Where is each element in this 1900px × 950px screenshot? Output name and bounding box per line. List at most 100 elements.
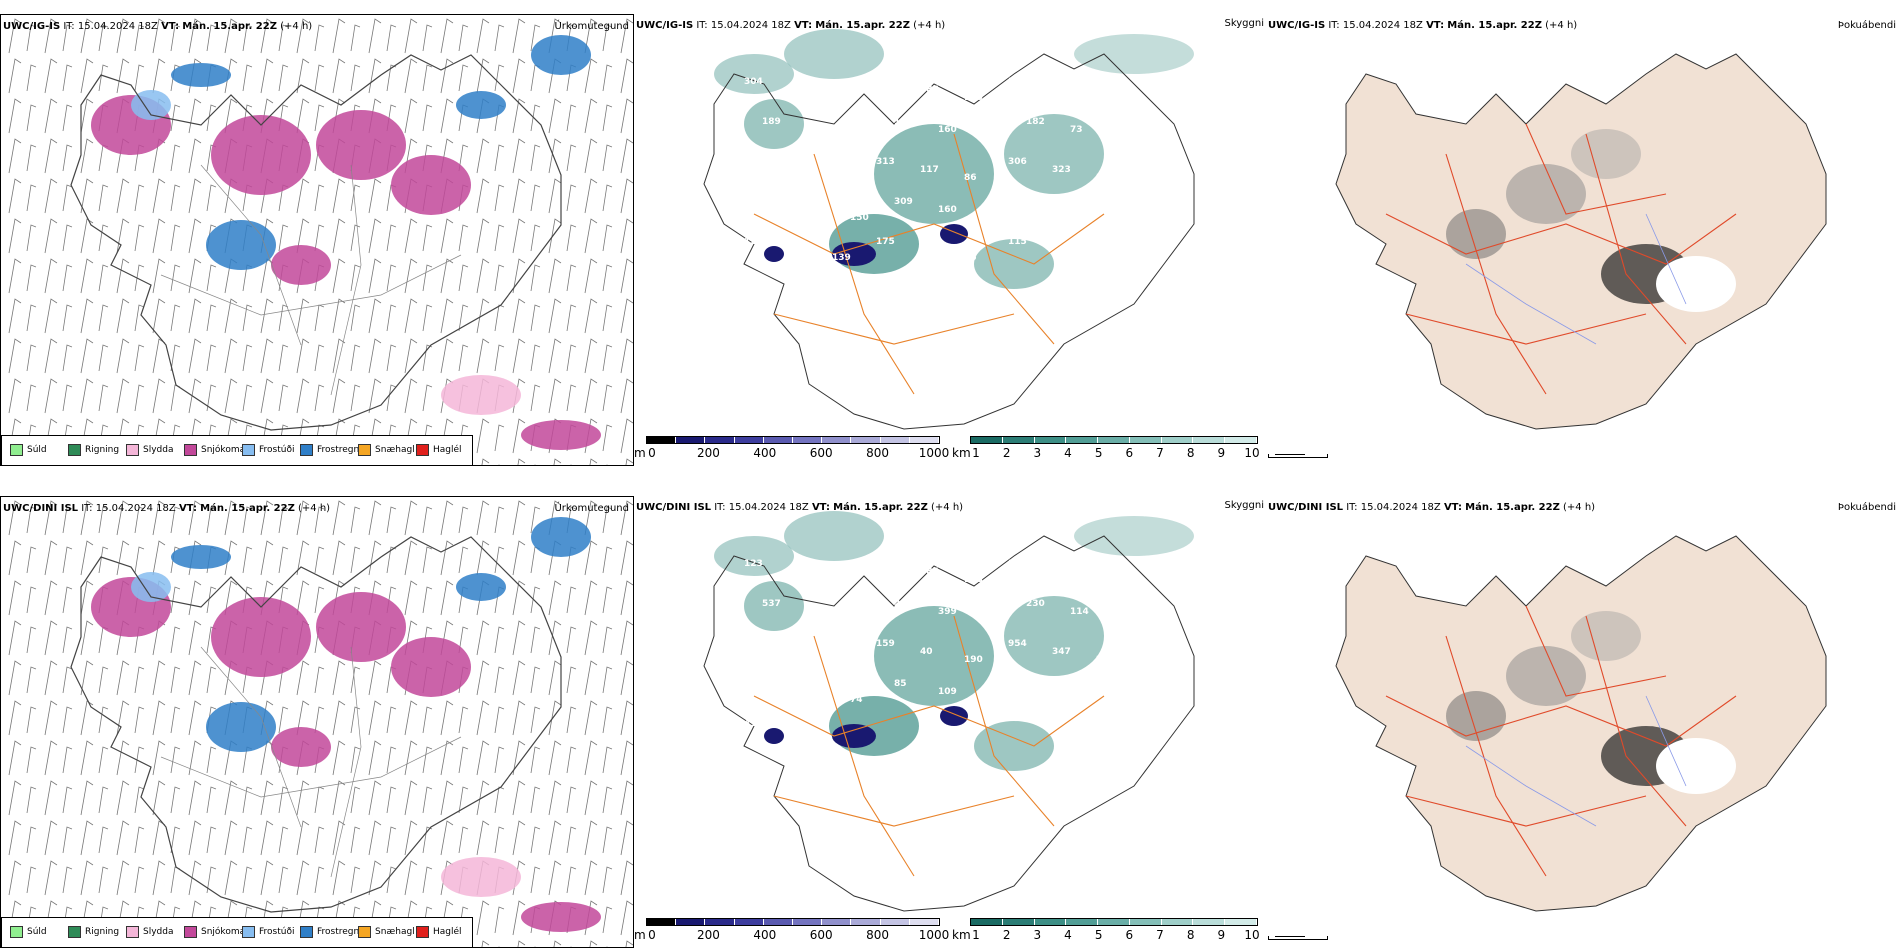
ceiling-value-label: 175 — [806, 205, 825, 215]
panel-name: Skyggni — [1224, 500, 1264, 511]
legend-label: Haglél — [433, 927, 462, 937]
colorbar-tick-label: 10 — [1244, 928, 1260, 942]
ceiling-value-label: 580 — [788, 647, 807, 657]
visibility-colorbar: km 1 2 3 4 5 6 7 8 9 10 — [952, 436, 1260, 464]
colorbar-tick-label: 9 — [1217, 446, 1226, 460]
panel-title: UWC/DINI ISL IT: 15.04.2024 18Z VT: Mán.… — [636, 502, 964, 513]
low-visibility-area — [714, 536, 794, 576]
colorbar-tick-label: 1000 — [918, 928, 950, 942]
precip-area — [531, 517, 591, 557]
precip-type-panel-row2: UWC/DINI ISL IT: 15.04.2024 18Z VT: Mán.… — [0, 496, 634, 948]
colorbar-tick-label: 5 — [1094, 446, 1103, 460]
ceiling-value-label: 159 — [876, 639, 895, 649]
colorbar-segment — [793, 919, 823, 925]
legend-swatch — [242, 444, 255, 456]
ceiling-colorbar: m 0 200 400 600 800 1000 — [634, 436, 949, 464]
colorbar-tick-label: 400 — [753, 928, 777, 942]
colorbar-segment — [676, 919, 706, 925]
colorbar-tick-label: 9 — [1217, 928, 1226, 942]
colorbar-tick-label: 400 — [753, 446, 777, 460]
legend-label: Frostúði — [259, 927, 295, 937]
precip-type-map-row2 — [1, 497, 633, 947]
legend-label: Slydda — [143, 927, 174, 937]
colorbar-tick-label: 600 — [809, 928, 833, 942]
colorbar-segment — [647, 919, 677, 925]
low-ceiling-area — [832, 724, 876, 748]
ceiling-value-label: 587 — [1096, 575, 1115, 585]
colorbar-tick-label: 800 — [866, 446, 890, 460]
visibility-map-row2: 123 153 109 159 885 108 166 109 587 537 214 261 291 3… — [703, 511, 1195, 912]
ceiling-value-label: 318 — [1096, 173, 1115, 183]
legend-label: Súld — [27, 445, 47, 455]
panel-name: Skyggni — [1224, 18, 1264, 29]
ceiling-unit: m — [634, 446, 646, 460]
colorbar-tick-label: 7 — [1156, 446, 1164, 460]
ceiling-value-label: 160 — [938, 205, 957, 215]
ceiling-value-label: 885 — [920, 567, 939, 577]
ceiling-value-label: 291 — [894, 599, 913, 609]
ceiling-value-label: 136 — [832, 93, 851, 103]
legend-swatch — [358, 444, 371, 456]
low-ceiling-area — [764, 246, 784, 262]
colorbar-segment — [851, 437, 881, 443]
legend-swatch — [184, 444, 197, 456]
colorbar-tick-label: 800 — [866, 928, 890, 942]
colorbar-segment — [1129, 437, 1162, 443]
ceiling-value-label: 219 — [982, 213, 1001, 223]
ceiling-value-label: 122 — [744, 237, 763, 247]
colorbar-segment — [909, 437, 940, 443]
colorbar-tick-label: 1 — [972, 446, 980, 460]
precip-area — [456, 573, 506, 601]
ceiling-value-label: 74 — [850, 695, 863, 705]
visibility-panel-row1: 304 317 136 125 286 190 133 141 130 189 101 149 126 1… — [634, 14, 1268, 466]
precip-area — [456, 91, 506, 119]
colorbar-tick-label: 1000 — [918, 446, 950, 460]
ceiling-unit: m — [634, 928, 646, 942]
precip-area — [391, 637, 471, 697]
precip-area — [521, 420, 601, 450]
precip-area — [271, 727, 331, 767]
panel-title: UWC/DINI ISL IT: 15.04.2024 18Z VT: Mán.… — [3, 503, 331, 514]
ceiling-value-label: 149 — [850, 133, 869, 143]
ceiling-value-label: 125 — [876, 77, 895, 87]
low-visibility-area — [1074, 34, 1194, 74]
legend-item: Haglél — [416, 926, 462, 938]
ceiling-value-label: 72 — [1114, 213, 1127, 223]
low-visibility-area — [1074, 516, 1194, 556]
colorbar-segment — [822, 919, 852, 925]
colorbar-tick-label: 2 — [1002, 928, 1011, 942]
precip-area — [316, 110, 406, 180]
legend-item: Rigning — [68, 926, 119, 938]
colorbar-segment — [1193, 437, 1226, 443]
colorbar-segment — [1129, 919, 1162, 925]
ceiling-value-label: 114 — [1070, 607, 1089, 617]
colorbar-segment — [851, 919, 881, 925]
ceiling-value-label: 144 — [1070, 687, 1089, 697]
ceiling-value-label: 141 — [1052, 85, 1071, 95]
panel-name: Þokuábendi — [1837, 502, 1896, 513]
visibility-colorbar: km 1 2 3 4 5 6 7 8 9 10 — [952, 918, 1260, 946]
colorbar-segment — [1066, 919, 1099, 925]
precip-area — [441, 375, 521, 415]
precip-area — [531, 35, 591, 75]
panel-title: UWC/DINI ISL IT: 15.04.2024 18Z VT: Mán.… — [1268, 502, 1596, 513]
ceiling-value-label: 139 — [832, 253, 851, 263]
legend-swatch — [300, 926, 313, 938]
legend-item: Haglél — [416, 444, 462, 456]
colorbar-segment — [763, 437, 794, 443]
colorbar-tick-label: 200 — [696, 446, 720, 460]
ceiling-ramp — [646, 918, 940, 926]
legend-swatch — [68, 926, 81, 938]
ceiling-value-label: 76 — [982, 615, 995, 625]
colorbar-segment — [971, 919, 1003, 925]
precip-area — [211, 115, 311, 195]
legend-swatch — [358, 926, 371, 938]
ceiling-value-label: 164 — [982, 133, 1001, 143]
colorbar-segment — [676, 437, 706, 443]
low-ceiling-area — [940, 706, 968, 726]
legend-item: Rigning — [68, 444, 119, 456]
colorbar-segment — [1066, 437, 1099, 443]
legend-swatch — [416, 926, 429, 938]
ceiling-value-label: 106 — [1026, 679, 1045, 689]
legend-label: Rigning — [85, 927, 120, 937]
